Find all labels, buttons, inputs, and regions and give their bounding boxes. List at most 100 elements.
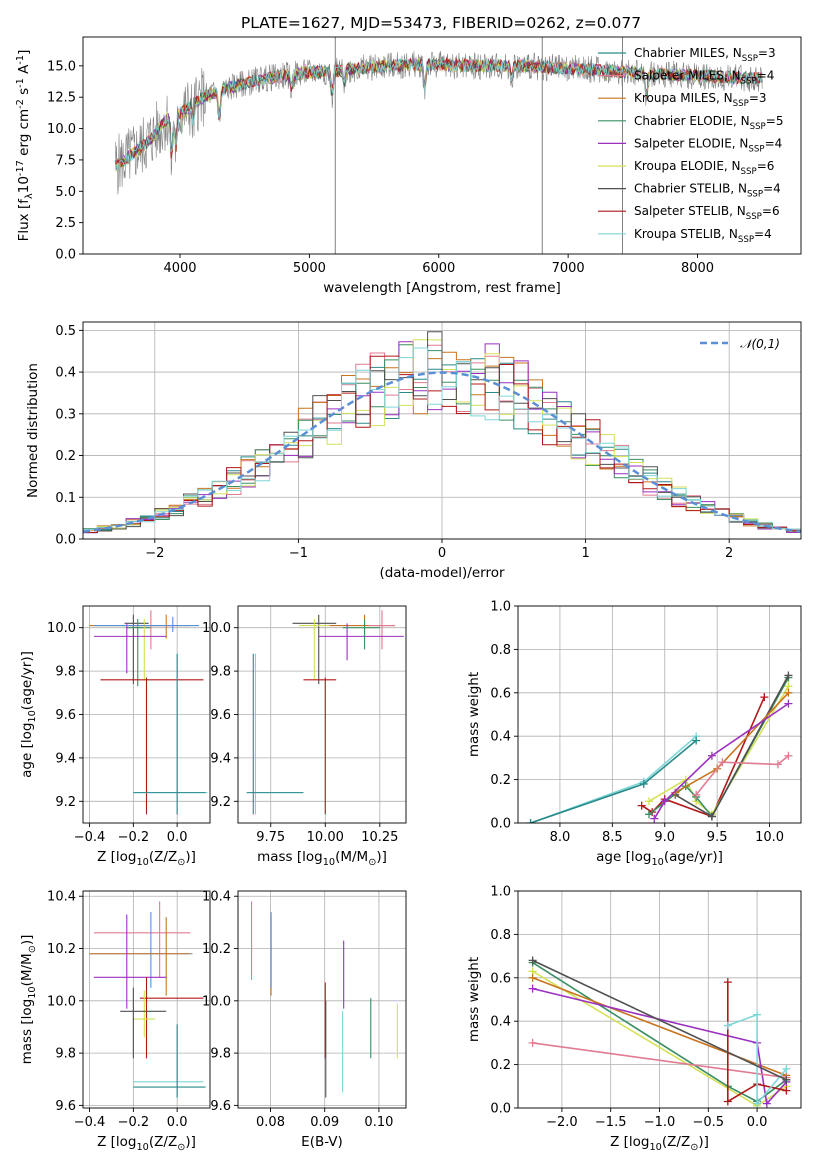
y-tick-label: 7.5 [55,153,76,168]
plot-area [89,901,206,1098]
y-axis-label-part: )] [19,935,35,946]
x-tick-label: 5000 [293,261,326,276]
axes-spectrum: 4000 5000 6000 7000 8000 0.0 2.5 5.0 7.5 10.0 12.5… [15,36,802,296]
x-axis-label-part: (data-model)/error [379,565,505,581]
y-axis-label-part: s [16,88,32,99]
y-tick-label: 9.8 [55,665,76,680]
legend-label-part: =5 [766,114,784,128]
x-axis-label-part: wavelength [Angstrom, rest frame] [323,280,561,296]
y-tick-label: 10.2 [202,942,231,957]
x-tick-label: 1 [581,546,589,561]
y-tick-label: 9.6 [55,708,76,723]
axes-frame [517,605,802,824]
legend-label-script: SSP [741,167,757,177]
y-tick-label: 0.0 [55,533,76,548]
legend-label: Kroupa MILES, NSSP=3 [634,91,767,109]
weight-marker [718,758,727,767]
x-tick-label: 9.0 [654,830,675,845]
y-tick-label: 0.6 [490,686,511,701]
y-tick-label: 12.5 [47,91,76,106]
x-axis-label-script: ⊙ [368,857,376,868]
weight-marker [784,671,793,680]
y-axis-label-script: -17 [15,160,26,176]
x-ticks: −2.0 −1.5 −1.0 −0.5 0.0 [546,1108,767,1130]
x-axis-label: (data-model)/error [379,565,505,581]
figure-title: PLATE=1627, MJD=53473, FIBERID=0262, z=0… [241,14,641,32]
weight-marker [692,736,701,745]
weight-marker [639,779,648,788]
y-axis-label: Flux [fλ10-17 erg cm-2 s-1 A-1] [15,50,35,242]
y-axis-label: mass weight [466,672,482,757]
y-tick-label: 0.4 [55,366,76,381]
weight-marker [760,693,769,702]
panels: 4000 5000 6000 7000 8000 0.02.55.07.510.012.5… [15,36,802,1153]
plot-area [114,37,763,254]
axes-age-vs-Z: −0.4 −0.2 0.09.29.49.69.810.0Z [log10(Z/Z⊙… [19,605,211,868]
residual-hist [83,347,801,530]
x-tick-label: 10.00 [307,830,344,845]
y-axis-label: age [log10(age/yr)] [19,651,38,778]
y-axis-label-script: -1 [15,55,26,65]
legend-label-script: SSP [741,77,757,87]
y-axis-label-part: Flux [f [16,198,32,242]
y-tick-label: 0.2 [490,773,511,788]
y-tick-label: 10.2 [47,942,76,957]
x-tick-label: 0 [438,546,446,561]
x-axis-label-script: ⊙ [690,1142,698,1153]
y-axis-label-script: ⊙ [27,945,38,953]
y-axis-label-part: age [log [19,723,35,778]
x-tick-label: −0.2 [118,830,150,845]
y-tick-label: 0.4 [490,730,511,745]
x-axis-label-part: (M/M [335,849,368,865]
y-ticks: 9.6 9.8 10.0 10.2 10.4 [47,890,83,1114]
x-tick-label: −0.4 [74,1115,106,1130]
legend-label-script: SSP [747,190,763,200]
weight-marker [773,760,782,769]
weight-marker [526,819,535,823]
y-tick-label: 9.6 [55,1099,76,1114]
weight-series [653,702,789,820]
x-ticks: 4000 5000 6000 7000 8000 [163,254,714,276]
x-axis-label-part: (Z/Z [149,849,177,865]
y-axis-label: Normed distribution [25,363,41,498]
x-axis-label: wavelength [Angstrom, rest frame] [323,280,561,296]
x-tick-label: −1.5 [595,1115,627,1130]
x-tick-label: 8000 [681,261,714,276]
legend-label-part: =6 [762,204,780,218]
residual-hist [83,331,801,533]
y-tick-label: 0.8 [490,928,511,943]
y-axis-label-part: erg cm [16,109,32,160]
x-axis-label: E(B-V) [301,1134,343,1150]
weight-series [727,1013,788,1106]
y-axis-label-script: 10 [27,710,38,722]
y-tick-label: 9.8 [210,665,231,680]
x-tick-label: 0.09 [310,1115,339,1130]
x-ticks: −2 −1 0 1 2 [145,539,733,561]
y-tick-label: 9.8 [55,1047,76,1062]
x-axis-label-script: ⊙ [177,857,185,868]
y-tick-label: 0.3 [55,407,76,422]
weight-marker [762,1099,771,1108]
x-tick-label: 9.75 [256,830,285,845]
axes-frame [82,36,802,255]
y-tick-label: 9.8 [210,1047,231,1062]
gaussian-curve [83,371,801,533]
y-ticks: 9.2 9.4 9.6 9.8 10.0 [47,621,83,810]
axes-weight-vs-Z: −2.0 −1.5 −1.0 −0.5 0.0 0.0 0.2 0.4 0.6 0.8 1.0 Z [… [466,885,802,1153]
legend-label-script: SSP [738,235,754,245]
x-ticks: 8.0 8.5 9.0 9.5 10.0 [550,823,784,845]
legend-label-part: =3 [758,46,776,60]
x-tick-label: −0.4 [74,830,106,845]
y-axis-label-part: 10 [16,176,32,193]
x-tick-label: 0.0 [167,830,188,845]
y-ticks: 9.2 9.4 9.6 9.8 10.0 [202,621,238,810]
axes-mass-vs-Z: −0.4 −0.2 0.09.69.810.010.210.4Z [log10(Z/… [19,890,211,1153]
y-axis-label-part: (M/M [19,953,35,986]
legend-label-script: SSP [748,144,764,154]
x-tick-label: 0.10 [364,1115,393,1130]
x-axis-label: Z [log10(Z/Z⊙)] [97,1134,196,1153]
y-tick-label: 0.2 [490,1058,511,1073]
plot-area [528,956,791,1108]
y-ticks: 0.0 2.5 5.0 7.5 10.0 12.5 15.0 [47,59,83,263]
legend-label-part: 𝒩(0,1) [740,337,780,351]
